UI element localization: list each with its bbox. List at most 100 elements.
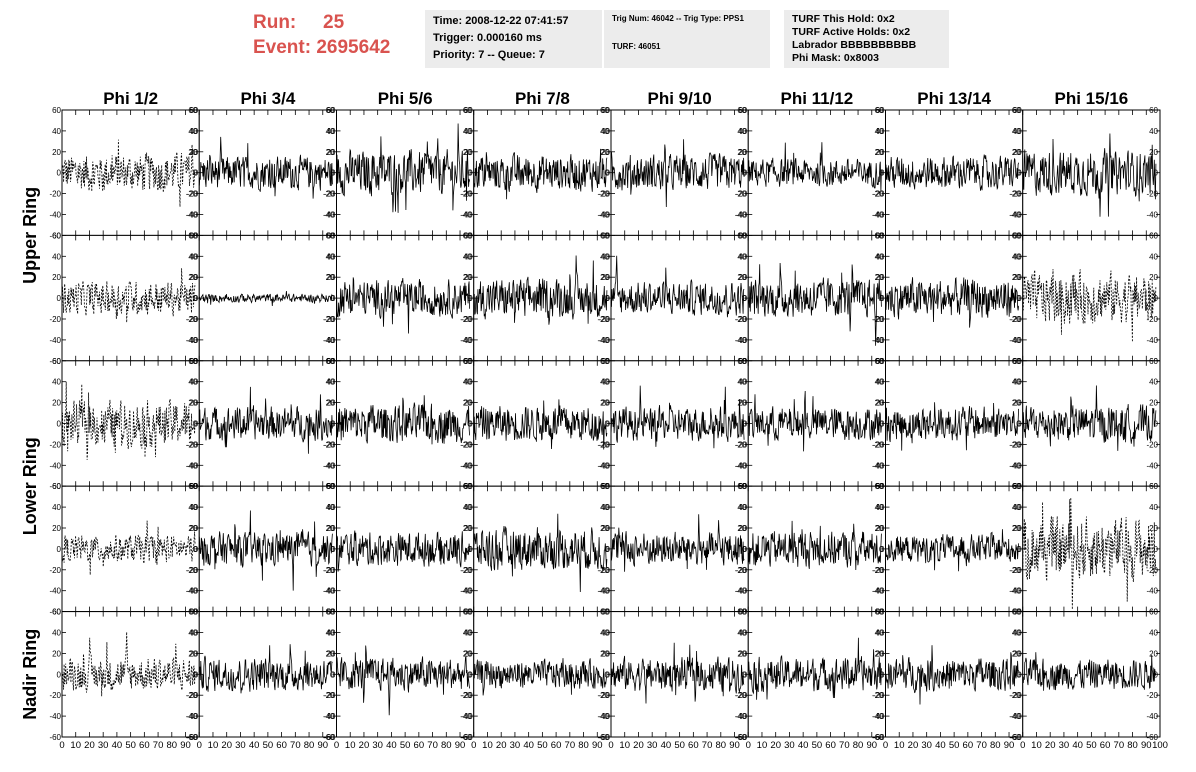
- x-tick-label: 0: [1020, 740, 1025, 751]
- y-tick-label: 60: [600, 106, 609, 115]
- y-tick-label: -40: [1010, 587, 1022, 596]
- column-header-7: Phi 13/14: [917, 89, 991, 108]
- y-tick-label: 20: [875, 148, 884, 157]
- x-tick-label: 10: [208, 740, 219, 751]
- y-tick-label: 60: [464, 608, 473, 617]
- y-tick-label: -40: [736, 461, 748, 470]
- y-tick-label: 20: [52, 649, 61, 658]
- x-tick-label: 30: [235, 740, 246, 751]
- y-tick-label: -20: [872, 315, 884, 324]
- y-tick-label: 20: [738, 399, 747, 408]
- x-tick-label: 40: [523, 740, 534, 751]
- x-tick-label: 60: [276, 740, 287, 751]
- x-tick-label: 90: [1004, 740, 1015, 751]
- y-tick-label: 60: [327, 357, 336, 366]
- panel-frame: [1022, 360, 1161, 487]
- y-tick-label: -40: [461, 211, 473, 220]
- y-tick-label: -40: [1010, 211, 1022, 220]
- waveform-trace: [1022, 652, 1157, 691]
- y-tick-label: 40: [737, 503, 746, 512]
- waveform-trace: [473, 513, 608, 593]
- y-tick-label: -20: [735, 566, 747, 575]
- y-tick-label: -60: [49, 231, 61, 240]
- y-tick-label: -40: [736, 712, 748, 721]
- waveform-trace: [1022, 497, 1157, 610]
- y-tick-label: -40: [873, 211, 885, 220]
- y-tick-label: 40: [875, 503, 884, 512]
- panel-frame: [198, 109, 337, 236]
- waveform-trace: [747, 262, 882, 346]
- y-tick-label: 0: [330, 545, 335, 554]
- y-tick-label: -60: [49, 733, 61, 742]
- y-tick-label: 40: [188, 629, 197, 638]
- y-tick-label: 20: [52, 273, 61, 282]
- y-tick-label: -20: [736, 315, 748, 324]
- y-tick-label: 20: [464, 148, 473, 157]
- y-tick-label: 40: [464, 252, 473, 261]
- y-tick-label: -20: [49, 190, 61, 199]
- y-tick-label: -60: [460, 733, 472, 742]
- y-tick-label: 60: [189, 106, 198, 115]
- y-tick-label: 60: [738, 106, 747, 115]
- y-tick-label: 0: [742, 420, 747, 429]
- x-tick-label: 30: [921, 740, 932, 751]
- x-tick-label: 80: [1127, 740, 1138, 751]
- y-tick-label: 60: [875, 357, 884, 366]
- y-tick-label: 20: [327, 649, 336, 658]
- y-tick-label: 60: [1013, 231, 1022, 240]
- y-tick-label: 60: [52, 357, 61, 366]
- waveform-trace: [1022, 133, 1157, 217]
- y-tick-label: -20: [1009, 691, 1021, 700]
- y-tick-label: -20: [872, 566, 884, 575]
- y-tick-label: 40: [738, 127, 747, 136]
- y-tick-label: -40: [873, 461, 885, 470]
- y-tick-label: 60: [327, 231, 336, 240]
- y-tick-label: -20: [598, 691, 610, 700]
- y-tick-label: -40: [49, 211, 61, 220]
- y-tick-label: -20: [460, 566, 472, 575]
- y-tick-label: -20: [323, 566, 335, 575]
- y-tick-label: 60: [601, 482, 610, 491]
- y-tick-label: 20: [188, 649, 197, 658]
- y-tick-label: -20: [460, 691, 472, 700]
- y-tick-label: 20: [188, 399, 197, 408]
- y-tick-label: 0: [194, 420, 199, 429]
- y-tick-label: 40: [601, 378, 610, 387]
- y-tick-label: 20: [737, 148, 746, 157]
- waveform-trace: [61, 268, 196, 323]
- y-tick-label: -40: [324, 211, 336, 220]
- waveform-panel-r3-c1: -60 -60 -40 -40 -20 -20 0 0 20 20 40 40 60 60: [49, 357, 200, 491]
- y-tick-label: -40: [323, 336, 335, 345]
- y-tick-label: -20: [186, 440, 198, 449]
- y-tick-label: 40: [1013, 629, 1022, 638]
- waveform-trace: [610, 385, 745, 449]
- y-tick-label: -20: [461, 566, 473, 575]
- y-tick-label: -40: [873, 587, 885, 596]
- y-tick-label: -40: [736, 587, 748, 596]
- y-tick-label: 20: [464, 273, 473, 282]
- y-tick-label: -40: [461, 587, 473, 596]
- y-tick-label: 20: [464, 524, 473, 533]
- y-tick-label: 0: [880, 420, 885, 429]
- waveform-trace: [473, 255, 608, 325]
- y-tick-label: 60: [327, 482, 336, 491]
- x-tick-label: 90: [866, 740, 877, 751]
- y-tick-label: -60: [872, 733, 884, 742]
- y-tick-label: -60: [873, 733, 885, 742]
- y-tick-label: 60: [326, 482, 335, 491]
- y-tick-label: 20: [1012, 649, 1021, 658]
- y-tick-label: -20: [1009, 315, 1021, 324]
- y-tick-label: 20: [326, 148, 335, 157]
- waveform-trace: [885, 154, 1019, 191]
- waveform-trace: [61, 631, 196, 697]
- x-tick-label: 70: [427, 740, 438, 751]
- y-tick-label: 60: [601, 357, 610, 366]
- y-tick-label: 20: [600, 148, 609, 157]
- y-tick-label: 20: [738, 148, 747, 157]
